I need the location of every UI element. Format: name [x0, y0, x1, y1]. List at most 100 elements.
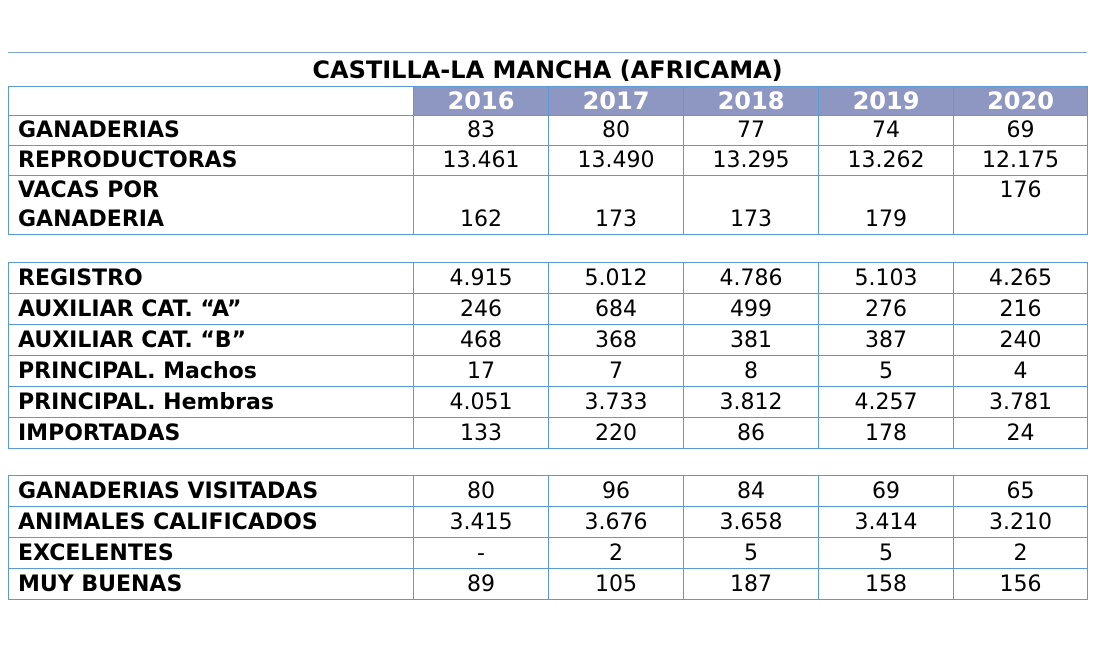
- value-cell: 216: [953, 293, 1088, 325]
- table-row-principal-hembras: PRINCIPAL. Hembras 4.051 3.733 3.812 4.2…: [8, 386, 1088, 418]
- table-row-principal-machos: PRINCIPAL. Machos 17 7 8 5 4: [8, 355, 1088, 387]
- table-row-ganaderias-visitadas: GANADERIAS VISITADAS 80 96 84 69 65: [8, 475, 1088, 507]
- year-header: 2017: [548, 86, 684, 116]
- value-cell: 5: [818, 355, 954, 387]
- value-cell: 80: [413, 475, 549, 507]
- value-cell: 5: [683, 537, 819, 569]
- year-header: 2016: [413, 86, 549, 116]
- value-cell: 387: [818, 324, 954, 356]
- value-cell: 13.490: [548, 145, 684, 176]
- value-cell: 173: [548, 175, 684, 235]
- value-cell: 133: [413, 417, 549, 449]
- value-cell: 24: [953, 417, 1088, 449]
- value-cell: 220: [548, 417, 684, 449]
- value-cell: 86: [683, 417, 819, 449]
- value-cell: 69: [818, 475, 954, 507]
- row-label: PRINCIPAL. Machos: [8, 355, 414, 387]
- value-cell: 80: [548, 115, 684, 146]
- row-label: IMPORTADAS: [8, 417, 414, 449]
- row-label-line: GANADERIA: [18, 207, 164, 232]
- value-cell: 83: [413, 115, 549, 146]
- table-row-animales-calificados: ANIMALES CALIFICADOS 3.415 3.676 3.658 3…: [8, 506, 1088, 538]
- value-cell: 4: [953, 355, 1088, 387]
- value-cell: 187: [683, 568, 819, 600]
- value-cell: 65: [953, 475, 1088, 507]
- summary-table: 2016 2017 2018 2019 2020 GANADERIAS 83 8…: [8, 86, 1088, 235]
- value-cell: 240: [953, 324, 1088, 356]
- value-cell: 246: [413, 293, 549, 325]
- table-row-auxiliar-a: AUXILIAR CAT. “A” 246 684 499 276 216: [8, 293, 1088, 325]
- year-header: 2020: [953, 86, 1088, 116]
- value-cell: 96: [548, 475, 684, 507]
- table-row-auxiliar-b: AUXILIAR CAT. “B” 468 368 381 387 240: [8, 324, 1088, 356]
- value-cell: 5.012: [548, 262, 684, 294]
- year-header-row: 2016 2017 2018 2019 2020: [8, 86, 1088, 116]
- value-cell: 468: [413, 324, 549, 356]
- value-cell: 8: [683, 355, 819, 387]
- row-label: AUXILIAR CAT. “A”: [8, 293, 414, 325]
- value-cell: 162: [413, 175, 549, 235]
- value-cell: 17: [413, 355, 549, 387]
- row-label: REGISTRO: [8, 262, 414, 294]
- value-cell: 2: [953, 537, 1088, 569]
- value-cell: 13.262: [818, 145, 954, 176]
- table-row-registro: REGISTRO 4.915 5.012 4.786 5.103 4.265: [8, 262, 1088, 294]
- value-cell: 3.676: [548, 506, 684, 538]
- row-label-line: VACAS POR: [18, 178, 160, 203]
- row-label: PRINCIPAL. Hembras: [8, 386, 414, 418]
- year-header: 2018: [683, 86, 819, 116]
- value-cell: 3.733: [548, 386, 684, 418]
- value-cell: 3.414: [818, 506, 954, 538]
- row-label: REPRODUCTORAS: [8, 145, 414, 176]
- value-cell: 176: [953, 175, 1088, 235]
- header-blank-cell: [8, 86, 414, 116]
- row-label: VACAS POR GANADERIA: [8, 175, 414, 235]
- value-cell: 178: [818, 417, 954, 449]
- value-cell: 684: [548, 293, 684, 325]
- table-row-ganaderias: GANADERIAS 83 80 77 74 69: [8, 115, 1088, 146]
- row-label: MUY BUENAS: [8, 568, 414, 600]
- row-label: GANADERIAS: [8, 115, 414, 146]
- value-cell: 105: [548, 568, 684, 600]
- value-cell: 179: [818, 175, 954, 235]
- table-row-excelentes: EXCELENTES - 2 5 5 2: [8, 537, 1088, 569]
- value-cell: 158: [818, 568, 954, 600]
- value-cell: 2: [548, 537, 684, 569]
- value-cell: 276: [818, 293, 954, 325]
- value-cell: 3.658: [683, 506, 819, 538]
- value-cell: 89: [413, 568, 549, 600]
- value-cell: 156: [953, 568, 1088, 600]
- value-cell: 3.781: [953, 386, 1088, 418]
- year-header: 2019: [818, 86, 954, 116]
- value-cell: 4.915: [413, 262, 549, 294]
- table-row-reproductoras: REPRODUCTORAS 13.461 13.490 13.295 13.26…: [8, 145, 1088, 176]
- value-cell: 3.210: [953, 506, 1088, 538]
- value-cell: 77: [683, 115, 819, 146]
- value-cell: 4.265: [953, 262, 1088, 294]
- value-cell: 5.103: [818, 262, 954, 294]
- row-label: ANIMALES CALIFICADOS: [8, 506, 414, 538]
- value-cell: 84: [683, 475, 819, 507]
- value-cell: 7: [548, 355, 684, 387]
- value-cell: 69: [953, 115, 1088, 146]
- value-cell: 381: [683, 324, 819, 356]
- value-cell: 499: [683, 293, 819, 325]
- value-cell: 4.051: [413, 386, 549, 418]
- value-cell: 74: [818, 115, 954, 146]
- row-label: EXCELENTES: [8, 537, 414, 569]
- row-label: GANADERIAS VISITADAS: [8, 475, 414, 507]
- value-cell: 173: [683, 175, 819, 235]
- value-cell: 13.461: [413, 145, 549, 176]
- table-row-vacas-por-ganaderia: VACAS POR GANADERIA 162 173 173 179 176: [8, 175, 1088, 235]
- value-cell: 13.295: [683, 145, 819, 176]
- value-cell: 5: [818, 537, 954, 569]
- value-cell: -: [413, 537, 549, 569]
- value-cell: 368: [548, 324, 684, 356]
- value-cell: 4.257: [818, 386, 954, 418]
- table-row-muy-buenas: MUY BUENAS 89 105 187 158 156: [8, 568, 1088, 600]
- value-cell: 12.175: [953, 145, 1088, 176]
- table-row-importadas: IMPORTADAS 133 220 86 178 24: [8, 417, 1088, 449]
- value-cell: 4.786: [683, 262, 819, 294]
- registro-table: REGISTRO 4.915 5.012 4.786 5.103 4.265 A…: [8, 262, 1088, 449]
- table-title: CASTILLA-LA MANCHA (AFRICAMA): [312, 56, 783, 84]
